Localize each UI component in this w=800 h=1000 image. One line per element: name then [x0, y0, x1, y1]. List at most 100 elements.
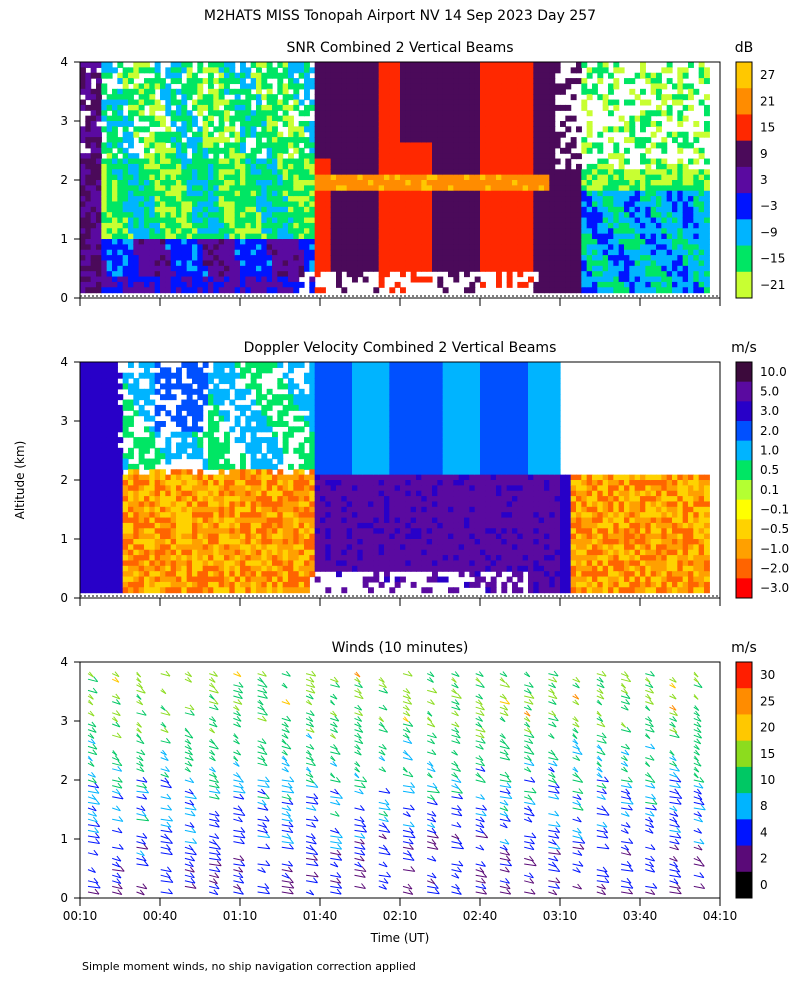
heatmap-cell [138, 281, 145, 288]
heatmap-cell [170, 67, 177, 74]
heatmap-cell [181, 244, 188, 251]
heatmap-cell [213, 239, 220, 245]
heatmap-cell [565, 228, 572, 235]
heatmap-cell [405, 67, 412, 74]
heatmap-cell [229, 206, 236, 213]
heatmap-cell [490, 196, 497, 203]
heatmap-cell [106, 555, 113, 562]
heatmap-cell [224, 217, 230, 224]
heatmap-cell [405, 121, 412, 127]
heatmap-cell [250, 174, 257, 181]
heatmap-cell [128, 239, 134, 245]
heatmap-cell [293, 147, 300, 154]
heatmap-cell [432, 190, 438, 197]
heatmap-cell [496, 212, 502, 219]
heatmap-cell [80, 174, 86, 181]
heatmap-cell [576, 281, 582, 288]
heatmap-cell [629, 239, 636, 245]
heatmap-cell [101, 394, 108, 401]
heatmap-cell [672, 244, 678, 251]
heatmap-cell [320, 222, 326, 229]
heatmap-cell [474, 153, 481, 160]
heatmap-cell [672, 190, 678, 197]
heatmap-cell [213, 196, 220, 203]
heatmap-cell [85, 121, 92, 127]
heatmap-cell [122, 490, 129, 497]
heatmap-cell [288, 201, 294, 208]
heatmap-cell [368, 67, 374, 74]
heatmap-cell [261, 78, 268, 85]
heatmap-cell [336, 276, 342, 283]
heatmap-cell [90, 147, 97, 154]
heatmap-cell [544, 260, 550, 267]
heatmap-cell [112, 372, 118, 379]
heatmap-cell [250, 276, 257, 283]
heatmap-cell [250, 121, 257, 127]
heatmap-cell [325, 239, 332, 245]
heatmap-cell [672, 99, 678, 106]
heatmap-cell [330, 104, 337, 111]
heatmap-cell [293, 265, 300, 272]
heatmap-cell [101, 99, 108, 106]
heatmap-cell [650, 88, 657, 95]
heatmap-cell [506, 126, 513, 133]
heatmap-cell [90, 533, 97, 540]
heatmap-cell [698, 78, 705, 85]
heatmap-cell [149, 244, 156, 251]
heatmap-cell [362, 244, 369, 251]
heatmap-cell [213, 185, 220, 192]
heatmap-cell [218, 249, 225, 256]
heatmap-cell [501, 222, 508, 229]
heatmap-cell [138, 255, 145, 262]
heatmap-cell [138, 126, 145, 133]
heatmap-cell [90, 239, 97, 245]
heatmap-cell [410, 110, 417, 117]
heatmap-cell [533, 78, 540, 85]
heatmap-cell [672, 239, 678, 245]
heatmap-cell [496, 239, 502, 245]
heatmap-cell [346, 169, 353, 176]
heatmap-cell [282, 260, 289, 267]
heatmap-cell [645, 281, 652, 288]
heatmap-cell [213, 78, 220, 85]
heatmap-cell [576, 163, 582, 170]
heatmap-cell [592, 190, 598, 197]
heatmap-cell [496, 276, 502, 283]
heatmap-cell [538, 222, 545, 229]
heatmap-cell [426, 163, 433, 170]
heatmap-cell [698, 196, 705, 203]
heatmap-cell [320, 147, 326, 154]
heatmap-cell [272, 142, 278, 149]
heatmap-cell [400, 110, 406, 117]
heatmap-cell [304, 201, 310, 208]
heatmap-cell [677, 196, 684, 203]
heatmap-cell [597, 265, 604, 272]
heatmap-cell [96, 458, 102, 465]
heatmap-cell [570, 255, 577, 262]
heatmap-cell [437, 196, 444, 203]
heatmap-cell [138, 233, 145, 240]
heatmap-cell [677, 260, 684, 267]
heatmap-cell [250, 131, 257, 138]
heatmap-cell [314, 147, 321, 154]
heatmap-cell [138, 163, 145, 170]
heatmap-cell [261, 180, 268, 186]
heatmap-cell [704, 94, 710, 101]
heatmap-cell [581, 190, 588, 197]
heatmap-cell [549, 72, 556, 79]
heatmap-cell [80, 137, 86, 144]
heatmap-cell [144, 442, 150, 449]
heatmap-cell [458, 239, 465, 245]
heatmap-cell [176, 174, 182, 181]
heatmap-cell [298, 67, 305, 74]
heatmap-cell [85, 512, 92, 519]
heatmap-cell [85, 571, 92, 578]
heatmap-cell [346, 255, 353, 262]
heatmap-cell [149, 153, 156, 160]
heatmap-cell [501, 67, 508, 74]
heatmap-cell [661, 185, 668, 192]
heatmap-cell [528, 163, 534, 170]
heatmap-cell [85, 260, 92, 267]
heatmap-cell [133, 565, 140, 572]
heatmap-cell [272, 180, 278, 186]
